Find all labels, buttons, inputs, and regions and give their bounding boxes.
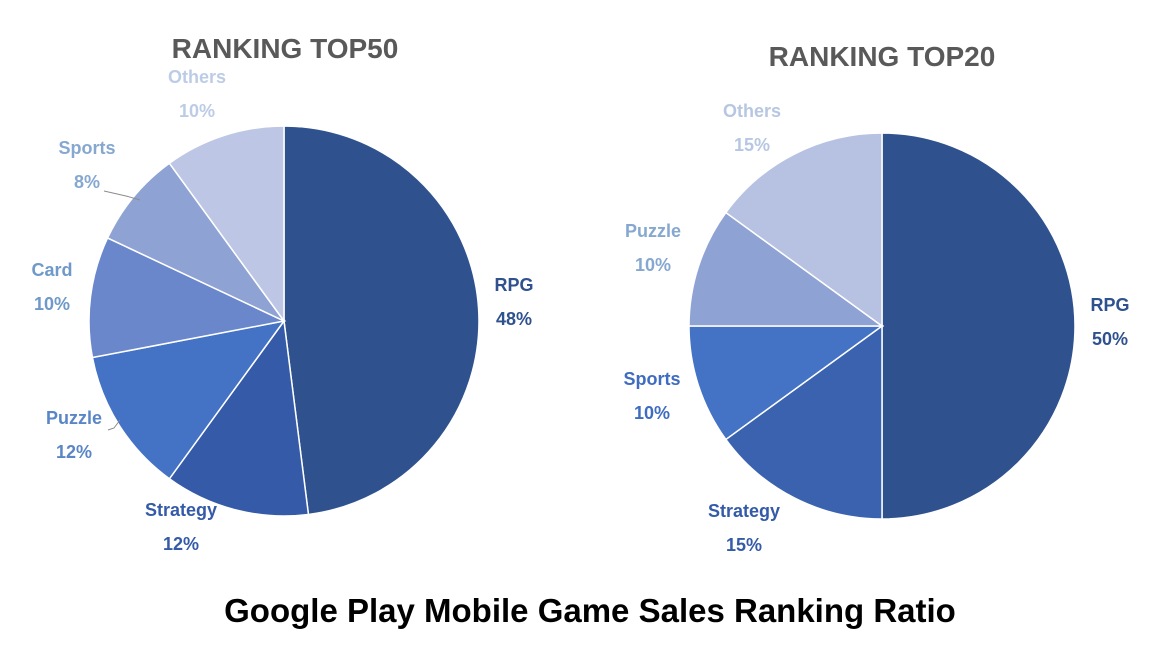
pie-slices-top20 bbox=[688, 132, 1076, 520]
slice-category-label-rpg: RPG bbox=[494, 275, 533, 295]
slice-percent-label-strategy: 15% bbox=[726, 535, 762, 555]
pie-slice-rpg bbox=[283, 125, 480, 516]
pie-labels-top50: RPG 48% Strategy 12% Puzzle 12% Card 10% Sports 8… bbox=[31, 67, 533, 554]
pie-slice-card bbox=[88, 236, 287, 359]
slice-percent-label-others: 10% bbox=[179, 101, 215, 121]
slice-category-label-sports: Sports bbox=[58, 138, 115, 158]
slice-percent-label-sports: 8% bbox=[74, 172, 100, 192]
pie-chart-top50: RANKING TOP50 RPG 48% Strategy 12% Puzzle 12%… bbox=[31, 33, 533, 554]
slice-percent-label-rpg: 48% bbox=[496, 309, 532, 329]
pie-slice-puzzle bbox=[91, 319, 286, 480]
leader-line-puzzle bbox=[107, 419, 121, 431]
chart-title-top20: RANKING TOP20 bbox=[769, 41, 996, 72]
slice-percent-label-sports: 10% bbox=[634, 403, 670, 423]
slice-category-label-strategy: Strategy bbox=[145, 500, 217, 520]
leader-line-sports bbox=[103, 190, 141, 201]
slice-category-label-puzzle: Puzzle bbox=[46, 408, 102, 428]
slice-category-label-rpg: RPG bbox=[1090, 295, 1129, 315]
pie-labels-top20: RPG 50% Strategy 15% Sports 10% Puzzle 10% Other… bbox=[623, 101, 1129, 555]
pie-slice-sports bbox=[688, 325, 885, 441]
slice-percent-label-others: 15% bbox=[734, 135, 770, 155]
pie-slice-others bbox=[724, 132, 883, 328]
slice-category-label-others: Others bbox=[723, 101, 781, 121]
pie-slice-puzzle bbox=[688, 211, 885, 327]
slice-category-label-strategy: Strategy bbox=[708, 501, 780, 521]
slice-category-label-puzzle: Puzzle bbox=[625, 221, 681, 241]
slice-percent-label-puzzle: 12% bbox=[56, 442, 92, 462]
pie-slice-strategy bbox=[724, 324, 883, 520]
pie-slice-sports bbox=[106, 162, 285, 322]
chart-title-top50: RANKING TOP50 bbox=[172, 33, 399, 64]
slice-percent-label-strategy: 12% bbox=[163, 534, 199, 554]
slice-category-label-others: Others bbox=[168, 67, 226, 87]
pie-chart-top20: RANKING TOP20 RPG 50% Strategy 15% Sports 10%… bbox=[623, 41, 1129, 555]
pie-slice-others bbox=[168, 125, 285, 324]
slice-category-label-sports: Sports bbox=[623, 369, 680, 389]
slice-category-label-card: Card bbox=[31, 260, 72, 280]
pie-slice-strategy bbox=[168, 319, 310, 517]
pie-slices-top50 bbox=[88, 125, 480, 517]
slice-percent-label-puzzle: 10% bbox=[635, 255, 671, 275]
slice-percent-label-rpg: 50% bbox=[1092, 329, 1128, 349]
pie-slice-rpg bbox=[881, 132, 1076, 520]
figure-caption: Google Play Mobile Game Sales Ranking Ra… bbox=[224, 592, 956, 629]
slice-percent-label-card: 10% bbox=[34, 294, 70, 314]
